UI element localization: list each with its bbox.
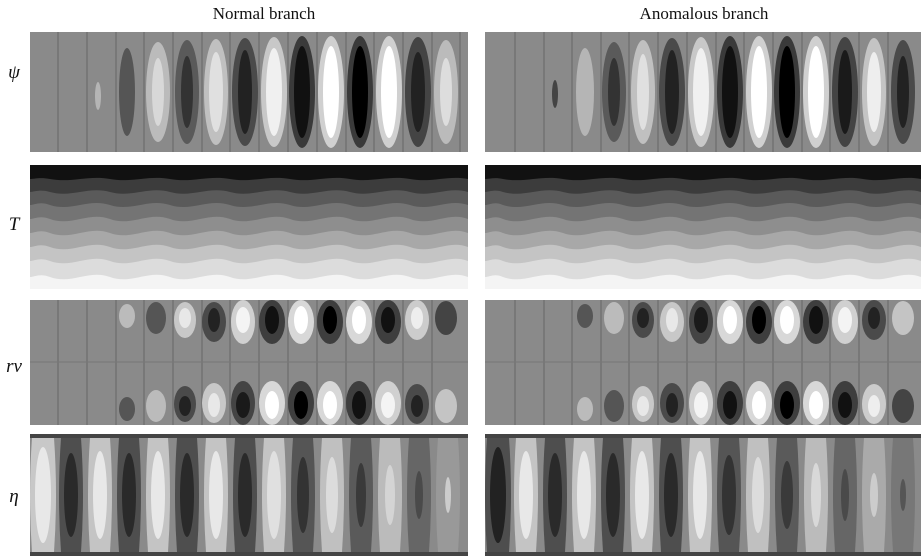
T-normal-contour [30,165,468,289]
rv-anomalous-panel [485,300,921,425]
rv-anomalous-contour [485,300,921,425]
T-anomalous-panel [485,165,921,289]
psi-normal-panel [30,32,468,152]
row-label-T: T [8,214,20,235]
eta-normal-panel [30,434,468,556]
row-label-rv: rv [6,356,22,377]
psi-normal-contour [30,32,468,152]
T-anomalous-contour [485,165,921,289]
eta-anomalous-contour [485,434,921,556]
title-anomalous-branch: Anomalous branch [639,4,769,23]
psi-anomalous-panel [485,32,921,152]
row-label-psi: ψ [8,62,20,83]
eta-normal-contour [30,434,468,556]
rv-normal-panel [30,300,468,425]
eta-anomalous-panel [485,434,921,556]
T-normal-panel [30,165,468,289]
row-label-eta: η [9,486,19,507]
psi-anomalous-contour [485,32,921,152]
title-normal-branch: Normal branch [212,4,316,23]
rv-normal-contour [30,300,468,425]
